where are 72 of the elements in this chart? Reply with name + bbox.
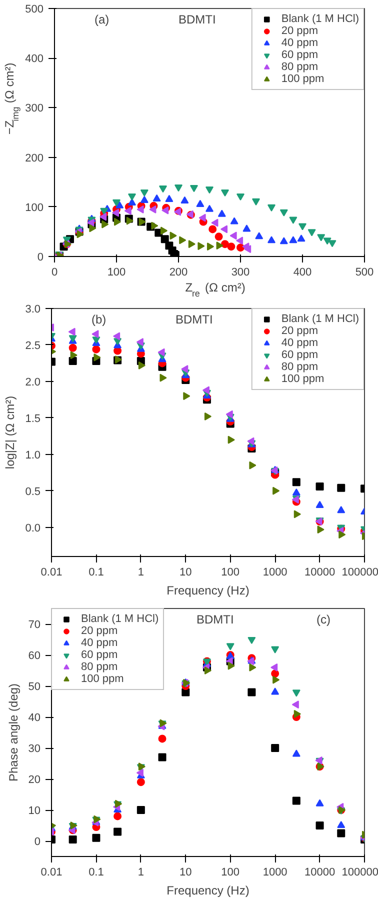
y-tick-label: 2.5 [25, 340, 41, 352]
x-tick-label: 100 [107, 266, 126, 278]
legend-label: 40 ppm [281, 37, 318, 49]
annotation: (c) [316, 612, 330, 626]
x-tick-label: 0 [51, 266, 58, 278]
y-tick-label: 40 [28, 712, 41, 724]
annotation: BDMTI [196, 612, 234, 626]
x-tick-label: 1 [138, 866, 144, 878]
x-tick-label: 400 [293, 266, 312, 278]
annotation: BDMTI [176, 312, 213, 326]
y-tick-label: 2.0 [25, 376, 41, 388]
x-tick-label: 0.01 [40, 866, 62, 878]
y-tick-label: 1.0 [25, 449, 41, 462]
x-axis-title: Frequency (Hz) [166, 584, 250, 598]
x-tick-label: 1 [138, 566, 144, 578]
legend-label: 40 ppm [81, 637, 118, 649]
x-tick-label: 200 [169, 266, 188, 278]
annotation: BDMTI [178, 12, 216, 26]
y-tick-label: 60 [28, 650, 41, 662]
y-tick-label: 10 [28, 805, 41, 817]
y-axis-title: −Zimg (Ω cm²) [2, 62, 20, 135]
x-tick-label: 100000 [342, 566, 378, 578]
y-axis-title: log|Z| (Ω cm²) [3, 396, 18, 470]
x-tick-label: 10 [180, 866, 192, 878]
x-tick-label: 10000 [304, 866, 336, 878]
y-tick-label: 400 [25, 53, 44, 66]
legend-label: 80 ppm [281, 361, 318, 373]
legend-label: 80 ppm [281, 61, 318, 73]
y-axis-title: Phase angle (deg) [6, 683, 20, 782]
x-tick-label: 0.1 [88, 866, 104, 878]
x-tick-label: 1000 [262, 866, 288, 878]
legend-label: 60 ppm [281, 349, 318, 361]
y-tick-label: 1.5 [25, 412, 41, 425]
x-tick-label: 100000 [342, 866, 378, 878]
legend-label: 60 ppm [81, 649, 118, 661]
y-tick-label: 50 [28, 681, 41, 693]
y-tick-label: 0.0 [25, 522, 41, 534]
x-tick-label: 0.1 [88, 566, 104, 578]
x-tick-label: 500 [355, 266, 374, 278]
x-tick-label: 100 [221, 866, 240, 878]
x-tick-label: 1000 [262, 566, 288, 578]
y-tick-label: 3.0 [25, 304, 41, 316]
y-tick-label: 500 [25, 4, 44, 16]
y-tick-label: 300 [25, 102, 44, 115]
y-tick-label: 200 [25, 152, 44, 164]
y-tick-label: 0 [37, 252, 44, 264]
x-tick-label: 10 [180, 566, 192, 578]
legend-label: 20 ppm [81, 625, 118, 637]
legend-label: 20 ppm [281, 325, 318, 337]
legend-label: 100 ppm [81, 673, 124, 685]
legend-label: 40 ppm [281, 337, 318, 349]
x-tick-label: 10000 [304, 566, 336, 578]
x-tick-label: 0.01 [40, 566, 62, 578]
legend-label: 100 ppm [281, 373, 324, 385]
legend-label: Blank (1 M HCl) [81, 613, 159, 625]
y-tick-label: 0.5 [25, 486, 41, 498]
y-tick-label: 20 [28, 774, 41, 786]
y-tick-label: 0 [34, 836, 41, 848]
annotation: (a) [94, 12, 110, 26]
y-tick-label: 30 [28, 743, 41, 755]
legend-label: 80 ppm [81, 661, 118, 673]
legend-label: 60 ppm [281, 49, 318, 61]
legend-label: 20 ppm [281, 25, 318, 37]
legend-label: Blank (1 M HCl) [281, 13, 359, 25]
x-tick-label: 100 [221, 566, 240, 578]
legend-label: Blank (1 M HCl) [281, 313, 359, 325]
x-tick-label: 300 [231, 266, 250, 278]
y-tick-label: 70 [28, 619, 41, 631]
y-tick-label: 100 [25, 202, 44, 214]
annotation: (b) [92, 312, 106, 326]
x-axis-title: Frequency (Hz) [166, 884, 250, 898]
legend-label: 100 ppm [281, 73, 324, 85]
